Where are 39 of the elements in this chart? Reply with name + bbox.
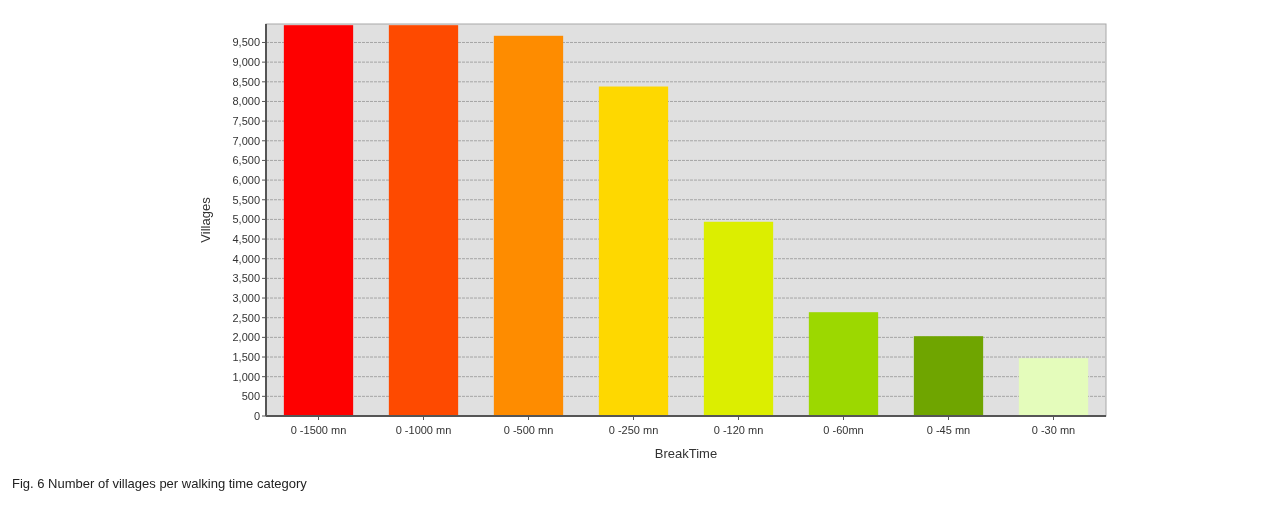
y-tick-label: 6,500 <box>232 154 260 167</box>
y-tick-label: 6,000 <box>232 173 260 186</box>
y-tick-label: 5,000 <box>232 213 260 226</box>
y-tick-label: 3,000 <box>232 291 260 304</box>
y-tick-label: 9,500 <box>232 36 260 49</box>
y-tick-label: 8,500 <box>232 75 260 88</box>
x-tick-label: 0 -30 mn <box>1031 424 1076 436</box>
y-tick-label: 5,500 <box>232 193 260 206</box>
y-tick-label: 2,500 <box>232 311 260 324</box>
bar <box>913 336 984 416</box>
x-tick-label: 0 -500 mn <box>503 424 554 436</box>
y-tick-label: 9,000 <box>232 55 260 68</box>
x-tick-label: 0 -60mn <box>823 424 864 436</box>
x-axis-title: BreakTime <box>654 446 718 461</box>
y-tick-label: 8,000 <box>232 95 260 108</box>
y-tick-label: 7,000 <box>232 134 260 147</box>
y-tick-label: 7,500 <box>232 114 260 127</box>
x-tick-label: 0 -250 mn <box>608 424 659 436</box>
bar <box>598 86 669 416</box>
y-tick-label: 4,500 <box>232 232 260 245</box>
y-axis-title: Villages <box>198 196 213 243</box>
y-tick-label: 2,000 <box>232 331 260 344</box>
bar <box>1018 358 1089 416</box>
y-tick-label: 3,500 <box>232 272 260 285</box>
bar <box>808 312 879 416</box>
y-tick-label: 4,000 <box>232 252 260 265</box>
x-tick-label: 0 -120 mn <box>713 424 764 436</box>
bar <box>703 221 774 416</box>
bar <box>283 25 354 416</box>
y-tick-label: 1,500 <box>232 350 260 363</box>
caption: Fig. 6 Number of villages per walking time category <box>12 476 308 491</box>
bar <box>493 35 564 416</box>
bar <box>388 25 459 416</box>
x-tick-label: 0 -1500 mn <box>290 424 347 436</box>
x-tick-label: 0 -1000 mn <box>395 424 452 436</box>
y-tick-label: 1,000 <box>232 370 260 383</box>
x-tick-label: 0 -45 mn <box>926 424 971 436</box>
y-tick-label: 0 <box>253 409 260 422</box>
y-tick-label: 500 <box>241 390 260 403</box>
